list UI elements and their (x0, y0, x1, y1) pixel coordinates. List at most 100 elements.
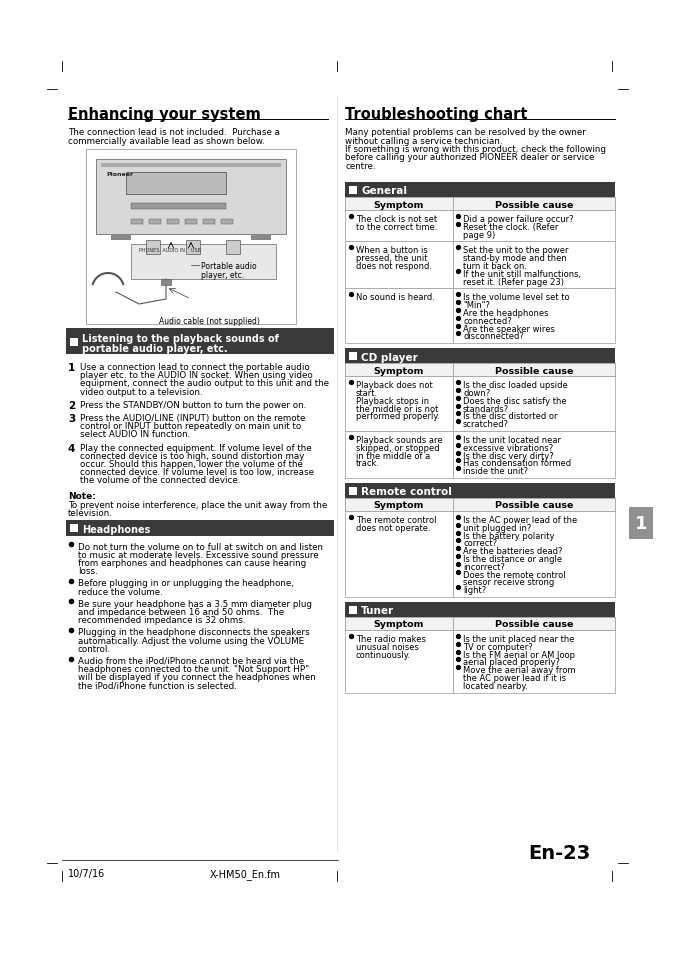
Text: Possible cause: Possible cause (495, 619, 573, 629)
Text: General: General (361, 186, 407, 196)
Bar (161, 280, 171, 286)
Text: Is the battery polarity: Is the battery polarity (463, 531, 554, 540)
Text: incorrect?: incorrect? (463, 562, 505, 571)
Bar (203, 220, 215, 225)
Text: automatically. Adjust the volume using the VOLUME: automatically. Adjust the volume using t… (78, 636, 304, 645)
Text: 1: 1 (68, 363, 75, 373)
Bar (146, 241, 160, 254)
Bar (221, 220, 233, 225)
Text: the iPod/iPhone function is selected.: the iPod/iPhone function is selected. (78, 680, 237, 690)
Bar (349, 353, 357, 361)
Bar (345, 432, 453, 478)
Text: Has condensation formed: Has condensation formed (463, 459, 571, 468)
Bar (345, 289, 453, 344)
Bar (345, 602, 615, 618)
Text: light?: light? (463, 585, 486, 595)
Text: Audio from the iPod/iPhone cannot be heard via the: Audio from the iPod/iPhone cannot be hea… (78, 657, 304, 665)
Text: The radio makes: The radio makes (356, 635, 426, 643)
Text: player, etc.: player, etc. (201, 271, 244, 280)
Text: down?: down? (463, 389, 490, 397)
Text: Possible cause: Possible cause (495, 200, 573, 210)
Text: Possible cause: Possible cause (495, 366, 573, 375)
Text: commercially available lead as shown below.: commercially available lead as shown bel… (68, 136, 265, 146)
Text: Did a power failure occur?: Did a power failure occur? (463, 214, 574, 224)
Text: Is the volume level set to: Is the volume level set to (463, 294, 570, 302)
Text: Before plugging in or unplugging the headphone,: Before plugging in or unplugging the hea… (78, 578, 294, 588)
Text: Does the disc satisfy the: Does the disc satisfy the (463, 396, 566, 405)
Text: Press the AUDIO/LINE (INPUT) button on the remote: Press the AUDIO/LINE (INPUT) button on t… (80, 414, 305, 422)
Text: Be sure your headphone has a 3.5 mm diameter plug: Be sure your headphone has a 3.5 mm diam… (78, 599, 312, 608)
Bar (345, 376, 453, 432)
Text: 4: 4 (68, 443, 76, 453)
Text: the AC power lead if it is: the AC power lead if it is (463, 673, 566, 682)
Text: connected device. If volume level is too low, increase: connected device. If volume level is too… (80, 468, 314, 476)
Bar (70, 338, 78, 347)
Text: Is the unit located near: Is the unit located near (463, 436, 561, 444)
Bar (149, 220, 161, 225)
Text: 3: 3 (68, 414, 75, 423)
Text: When a button is: When a button is (356, 246, 428, 255)
Text: to music at moderate levels. Excessive sound pressure: to music at moderate levels. Excessive s… (78, 550, 319, 559)
Text: 10/7/16: 10/7/16 (68, 868, 105, 878)
Text: to the correct time.: to the correct time. (356, 223, 437, 232)
Bar (345, 364, 453, 376)
Bar (101, 164, 281, 168)
Text: stand-by mode and then: stand-by mode and then (463, 253, 567, 263)
Text: Symptom: Symptom (374, 200, 424, 210)
Text: from earphones and headphones can cause hearing: from earphones and headphones can cause … (78, 558, 306, 567)
Text: select AUDIO IN function.: select AUDIO IN function. (80, 430, 190, 439)
Text: Is the disc loaded upside: Is the disc loaded upside (463, 381, 568, 390)
Bar (66, 520, 334, 536)
Text: If something is wrong with this product, check the following: If something is wrong with this product,… (345, 145, 606, 153)
Bar (345, 483, 615, 498)
Text: performed properly.: performed properly. (356, 412, 439, 421)
Bar (111, 234, 131, 241)
Bar (345, 618, 453, 630)
Bar (70, 524, 78, 532)
Bar (345, 242, 453, 289)
Text: aerial placed properly?: aerial placed properly? (463, 658, 560, 667)
Text: connected?: connected? (463, 316, 512, 326)
Text: standards?: standards? (463, 404, 509, 414)
Bar (345, 198, 615, 211)
Text: Playback sounds are: Playback sounds are (356, 436, 443, 444)
Bar (345, 349, 615, 364)
Bar (453, 512, 615, 598)
Bar (453, 498, 615, 512)
Text: Use a connection lead to connect the portable audio: Use a connection lead to connect the por… (80, 363, 310, 372)
Text: Playback stops in: Playback stops in (356, 396, 429, 405)
Text: PHONES  AUDIO IN    USB: PHONES AUDIO IN USB (139, 248, 201, 253)
Bar (345, 512, 453, 598)
Text: and impedance between 16 and 50 ohms.  The: and impedance between 16 and 50 ohms. Th… (78, 607, 284, 617)
Bar (345, 498, 615, 512)
Circle shape (229, 257, 237, 266)
Text: unit plugged in?: unit plugged in? (463, 523, 531, 532)
Bar (453, 198, 615, 211)
Text: connected device is too high, sound distortion may: connected device is too high, sound dist… (80, 452, 304, 460)
Bar (131, 245, 276, 280)
Text: recommended impedance is 32 ohms.: recommended impedance is 32 ohms. (78, 616, 246, 624)
Text: CD player: CD player (361, 353, 418, 362)
Bar (345, 364, 615, 376)
Text: located nearby.: located nearby. (463, 681, 528, 690)
Text: sensor receive strong: sensor receive strong (463, 578, 554, 587)
Bar (186, 241, 200, 254)
Bar (226, 241, 240, 254)
Text: 2: 2 (68, 400, 75, 411)
Text: Are the speaker wires: Are the speaker wires (463, 324, 555, 334)
Text: 1: 1 (634, 515, 647, 533)
Text: If the unit still malfunctions,: If the unit still malfunctions, (463, 270, 581, 278)
Text: Audio cable (not supplied): Audio cable (not supplied) (159, 316, 260, 326)
Bar (349, 488, 357, 496)
Text: Are the headphones: Are the headphones (463, 309, 549, 317)
Bar (349, 187, 357, 194)
Text: equipment, connect the audio output to this unit and the: equipment, connect the audio output to t… (80, 379, 329, 388)
Text: excessive vibrations?: excessive vibrations? (463, 443, 554, 453)
Bar (453, 630, 615, 693)
Text: page 9): page 9) (463, 231, 495, 239)
Text: Is the disc distorted or: Is the disc distorted or (463, 412, 558, 421)
Bar (453, 376, 615, 432)
Text: TV or computer?: TV or computer? (463, 642, 533, 651)
Bar (453, 242, 615, 289)
Text: Note:: Note: (68, 491, 96, 500)
